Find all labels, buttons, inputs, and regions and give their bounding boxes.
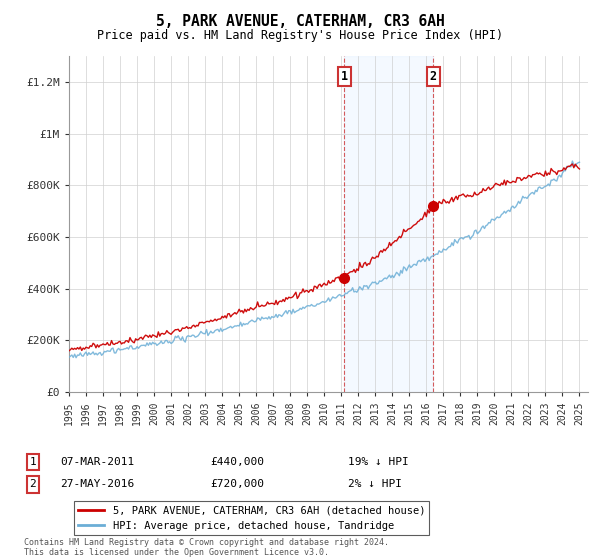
Text: 27-MAY-2016: 27-MAY-2016 xyxy=(60,479,134,489)
Text: 07-MAR-2011: 07-MAR-2011 xyxy=(60,457,134,467)
Text: Price paid vs. HM Land Registry's House Price Index (HPI): Price paid vs. HM Land Registry's House … xyxy=(97,29,503,42)
Text: £720,000: £720,000 xyxy=(210,479,264,489)
Text: 19% ↓ HPI: 19% ↓ HPI xyxy=(348,457,409,467)
Legend: 5, PARK AVENUE, CATERHAM, CR3 6AH (detached house), HPI: Average price, detached: 5, PARK AVENUE, CATERHAM, CR3 6AH (detac… xyxy=(74,501,430,535)
Text: 5, PARK AVENUE, CATERHAM, CR3 6AH: 5, PARK AVENUE, CATERHAM, CR3 6AH xyxy=(155,14,445,29)
Text: 2: 2 xyxy=(29,479,37,489)
Text: Contains HM Land Registry data © Crown copyright and database right 2024.
This d: Contains HM Land Registry data © Crown c… xyxy=(24,538,389,557)
Text: 1: 1 xyxy=(341,70,348,83)
Text: 2: 2 xyxy=(430,70,437,83)
Text: 1: 1 xyxy=(29,457,37,467)
Text: £440,000: £440,000 xyxy=(210,457,264,467)
Text: 2% ↓ HPI: 2% ↓ HPI xyxy=(348,479,402,489)
Bar xyxy=(344,56,433,392)
